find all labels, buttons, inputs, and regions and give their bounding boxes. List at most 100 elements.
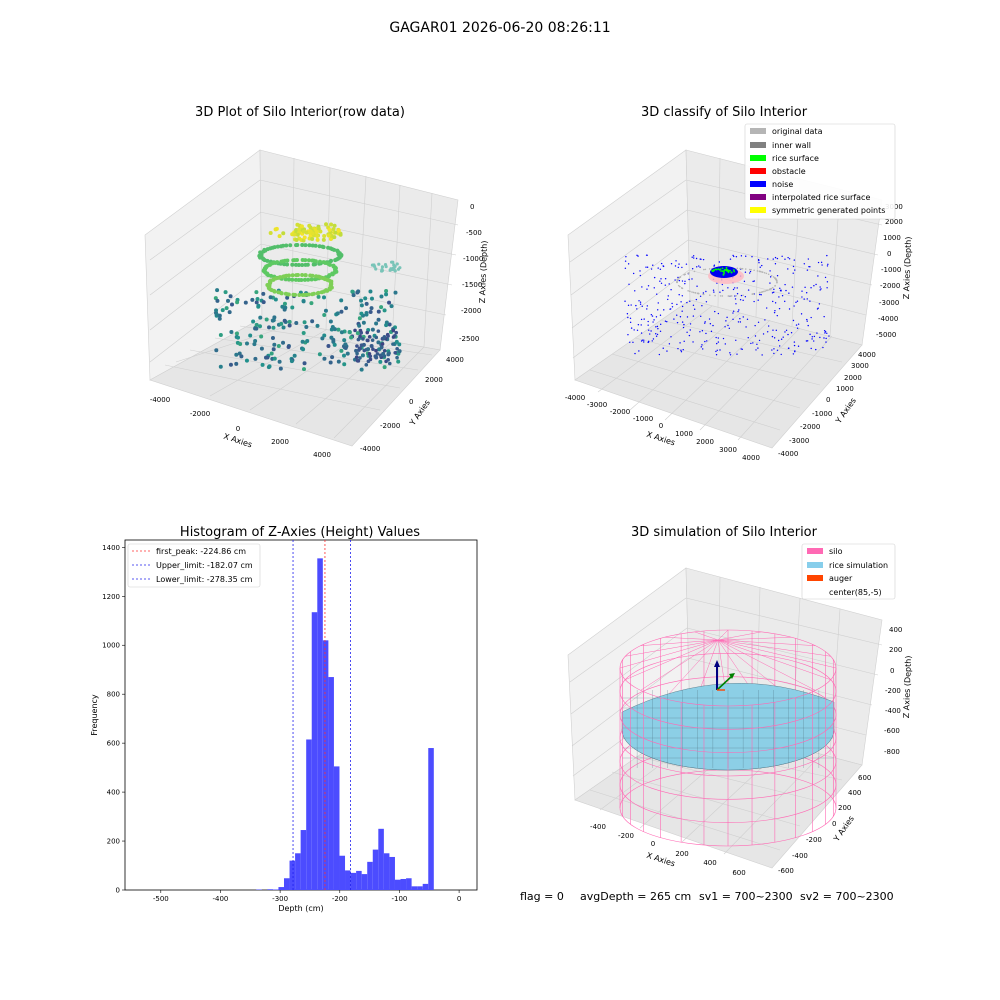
original-point [730, 295, 733, 297]
noise-point [758, 293, 761, 296]
noise-point [793, 341, 796, 343]
scatter-point [396, 359, 401, 364]
original-point [678, 277, 681, 279]
noise-point [826, 287, 828, 289]
scatter-point [380, 342, 385, 346]
noise-point [660, 278, 662, 280]
scatter-point [361, 320, 366, 325]
x-tick-label: 400 [703, 859, 716, 867]
status-sv2: sv2 = 700~2300 [800, 890, 894, 903]
noise-point [795, 324, 798, 326]
x-tick-label: 0 [236, 425, 240, 433]
scatter-point [303, 273, 308, 278]
histogram-bar [289, 860, 296, 890]
scatter-point [283, 277, 288, 282]
noise-point [825, 337, 827, 340]
noise-point [682, 326, 685, 329]
panel-raw-3d-x-ticks: -4000 -2000 0 2000 4000 [150, 396, 331, 459]
noise-point [752, 342, 754, 344]
scatter-point [309, 301, 314, 306]
rice-surface-point [726, 269, 728, 272]
noise-point [736, 293, 739, 295]
silo-roof-line [619, 639, 719, 669]
noise-point [681, 266, 683, 269]
scatter-point [228, 362, 233, 367]
noise-point [624, 267, 627, 269]
noise-point [755, 349, 757, 351]
scatter-point [217, 313, 222, 318]
scatter-point [391, 342, 395, 346]
noise-point [649, 333, 651, 335]
scatter-point [387, 361, 392, 366]
scatter-point [359, 367, 364, 372]
scatter-point [374, 335, 379, 340]
noise-point [705, 301, 708, 303]
scatter-point [290, 262, 295, 267]
noise-point [810, 316, 812, 319]
noise-point [655, 316, 658, 318]
scatter-point [279, 321, 284, 326]
scatter-point [359, 303, 364, 308]
noise-point [634, 352, 636, 355]
noise-point [747, 289, 750, 291]
scatter-point [397, 349, 402, 354]
x-tick-label: -200 [332, 895, 348, 903]
noise-point [693, 308, 696, 310]
scatter-point [294, 258, 299, 263]
scatter-point [357, 316, 362, 321]
legend-box [744, 123, 896, 220]
scatter-point [330, 272, 335, 277]
noise-point [729, 352, 731, 354]
noise-point [774, 310, 776, 312]
silo-roof-line [717, 639, 837, 669]
scatter-point [268, 295, 273, 300]
x-tick-label: 600 [732, 869, 745, 877]
scatter-point [322, 313, 327, 318]
scatter-point [278, 275, 283, 280]
panel-raw-3d-points [213, 222, 402, 372]
noise-point [666, 350, 668, 352]
y-tick-label: 400 [107, 789, 120, 797]
scatter-point [268, 230, 273, 235]
noise-point [769, 270, 771, 272]
noise-point [648, 340, 650, 343]
original-point [753, 269, 755, 272]
noise-point [652, 338, 655, 340]
noise-point [632, 341, 634, 344]
noise-point [808, 265, 810, 268]
scatter-point [271, 347, 276, 352]
noise-point [807, 258, 810, 260]
noise-point [656, 293, 658, 295]
noise-point [737, 321, 740, 323]
y-tick-label: 1200 [102, 593, 120, 601]
noise-point [826, 332, 828, 334]
scatter-point [333, 258, 338, 263]
noise-point [757, 347, 759, 349]
scatter-point [304, 230, 309, 235]
scatter-point [391, 260, 395, 264]
y-tick-label: 600 [858, 774, 871, 782]
noise-point [641, 305, 643, 307]
scatter-point [294, 321, 299, 326]
noise-point [664, 278, 667, 280]
scatter-point [380, 265, 385, 269]
original-point [691, 291, 693, 293]
noise-point [659, 280, 661, 282]
noise-point [717, 312, 720, 315]
noise-point [712, 289, 715, 291]
x-tick-label: 0 [651, 840, 655, 848]
noise-point [823, 315, 825, 318]
status-line: flag = 0 avgDepth = 265 cm sv1 = 700~230… [520, 890, 894, 903]
noise-point [702, 348, 704, 350]
y-tick-label: -3000 [789, 437, 809, 445]
scatter-point [280, 304, 285, 309]
noise-point [715, 336, 717, 339]
histogram-bar [394, 879, 401, 890]
noise-point [729, 354, 732, 356]
noise-point [641, 339, 644, 341]
noise-point [782, 336, 784, 338]
noise-point [761, 264, 763, 267]
scatter-point [336, 252, 341, 257]
scatter-point [358, 346, 363, 351]
scatter-point [307, 223, 312, 228]
